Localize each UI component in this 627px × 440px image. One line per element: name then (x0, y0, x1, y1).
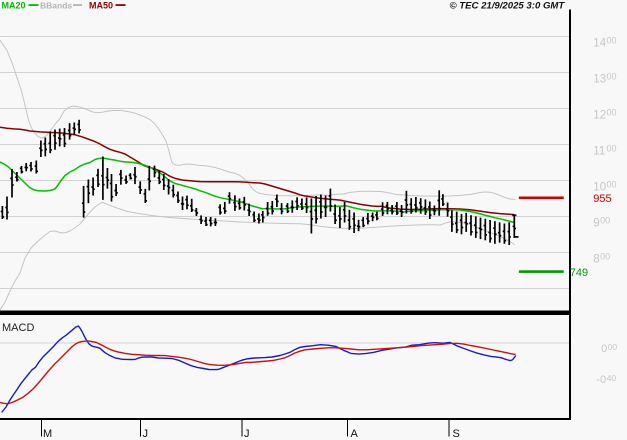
svg-text:S: S (453, 428, 460, 440)
svg-text:11: 11 (593, 146, 605, 158)
svg-text:MACD: MACD (2, 322, 34, 334)
svg-text:00: 00 (608, 342, 618, 352)
svg-text:J: J (143, 428, 149, 440)
svg-text:9: 9 (593, 218, 599, 230)
svg-text:BBands: BBands (40, 1, 72, 11)
svg-text:00: 00 (607, 180, 617, 190)
svg-text:MA50: MA50 (89, 1, 113, 11)
svg-text:A: A (351, 428, 359, 440)
svg-text:J: J (244, 428, 250, 440)
svg-text:M: M (43, 428, 52, 440)
svg-text:10: 10 (593, 182, 606, 194)
svg-text:12: 12 (593, 110, 606, 122)
svg-text:8: 8 (593, 254, 599, 266)
svg-text:© TEC 21/9/2025 3:0 GMT: © TEC 21/9/2025 3:0 GMT (450, 0, 566, 11)
svg-text:00: 00 (600, 216, 610, 226)
svg-text:955: 955 (593, 193, 611, 205)
svg-text:00: 00 (607, 144, 617, 154)
svg-text:00: 00 (600, 252, 610, 262)
svg-text:-0: -0 (596, 374, 606, 386)
svg-text:40: 40 (607, 373, 617, 383)
svg-text:14: 14 (593, 38, 606, 50)
svg-text:00: 00 (607, 36, 617, 46)
svg-text:MA20: MA20 (2, 1, 26, 11)
svg-text:0: 0 (601, 343, 607, 355)
svg-text:00: 00 (607, 72, 617, 82)
svg-text:749: 749 (570, 267, 588, 279)
svg-text:00: 00 (607, 108, 617, 118)
svg-text:13: 13 (593, 74, 606, 86)
